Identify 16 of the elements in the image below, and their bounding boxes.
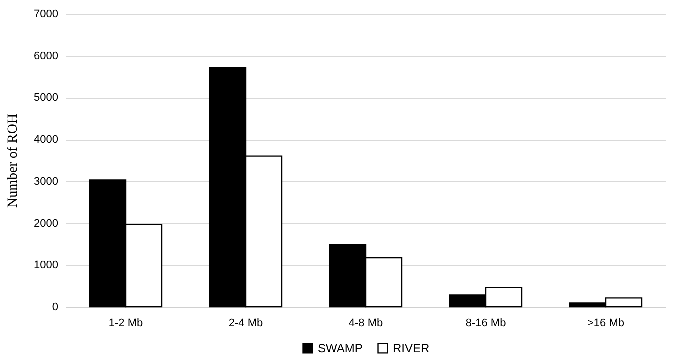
x-tick-label: 1-2 Mb	[108, 318, 144, 330]
y-tick-label: 2000	[34, 218, 58, 230]
y-axis-title: Number of ROH	[6, 114, 22, 208]
y-tick-label: 4000	[34, 134, 58, 146]
legend-label: SWAMP	[318, 341, 363, 356]
y-tick-label: 5000	[34, 92, 58, 104]
y-tick-label: 3000	[34, 176, 58, 188]
y-tick-label: 6000	[34, 50, 58, 62]
x-tick-label: 8-16 Mb	[466, 318, 506, 330]
y-tick-label: 0	[52, 302, 58, 314]
y-tick-label: 1000	[34, 260, 58, 272]
legend-label: RIVER	[393, 341, 430, 356]
x-tick-label: 4-8 Mb	[348, 318, 384, 330]
x-tick-label: >16 Mb	[588, 318, 624, 330]
y-tick-label: 7000	[34, 8, 58, 20]
x-tick-label: 2-4 Mb	[228, 318, 264, 330]
